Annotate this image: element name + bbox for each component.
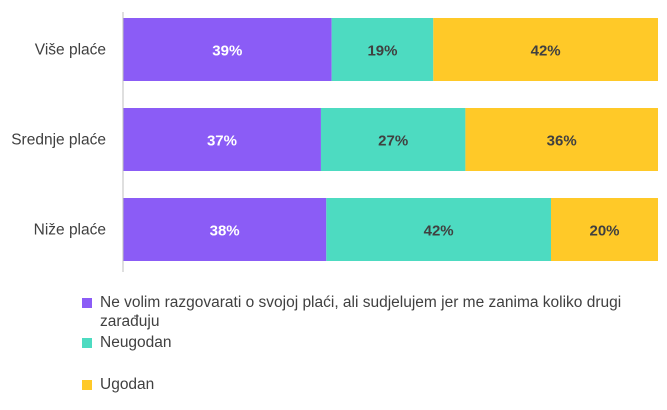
data-label: 27%: [378, 133, 408, 150]
data-label: 37%: [207, 133, 237, 150]
legend-item: Ugodan: [82, 375, 662, 394]
bars-group: 39% 19% 42% 37% 27% 36% 38% 42% 20%: [123, 18, 658, 261]
legend-swatch: [82, 298, 92, 308]
category-labels: Više plaće Srednje plaće Niže plaće: [11, 42, 106, 239]
bar-segment: [320, 108, 466, 171]
category-label: Srednje plaće: [11, 132, 106, 149]
legend-label: Neugodan: [100, 334, 172, 351]
bar-segment: [433, 18, 658, 81]
data-label: 39%: [212, 43, 242, 60]
bar-segment: [123, 108, 321, 171]
data-label: 38%: [210, 223, 240, 240]
legend-item: Ne volim razgovarati o svojoj plaći, ali…: [82, 293, 662, 333]
bar-segment: [551, 198, 658, 261]
data-label: 20%: [589, 223, 619, 240]
legend: Ne volim razgovarati o svojoj plaći, ali…: [82, 293, 662, 394]
legend-label: Ugodan: [100, 376, 155, 393]
legend-label: Ne volim razgovarati o svojoj plaći, ali…: [100, 294, 622, 330]
data-label: 36%: [547, 133, 577, 150]
category-label: Više plaće: [35, 42, 106, 59]
bar-segment: [123, 198, 327, 261]
legend-swatch: [82, 380, 92, 390]
data-label: 42%: [531, 43, 561, 60]
data-label: 42%: [424, 223, 454, 240]
bar-segment: [331, 18, 434, 81]
bar-segment: [465, 108, 658, 171]
chart: 39% 19% 42% 37% 27% 36% 38% 42% 20% Više plaće Sr…: [11, 12, 658, 272]
bar-segment: [123, 18, 332, 81]
legend-item: Neugodan: [82, 333, 662, 375]
bar-segment: [326, 198, 551, 261]
legend-swatch: [82, 338, 92, 348]
category-label: Niže plaće: [34, 222, 106, 239]
data-label: 19%: [367, 43, 397, 60]
